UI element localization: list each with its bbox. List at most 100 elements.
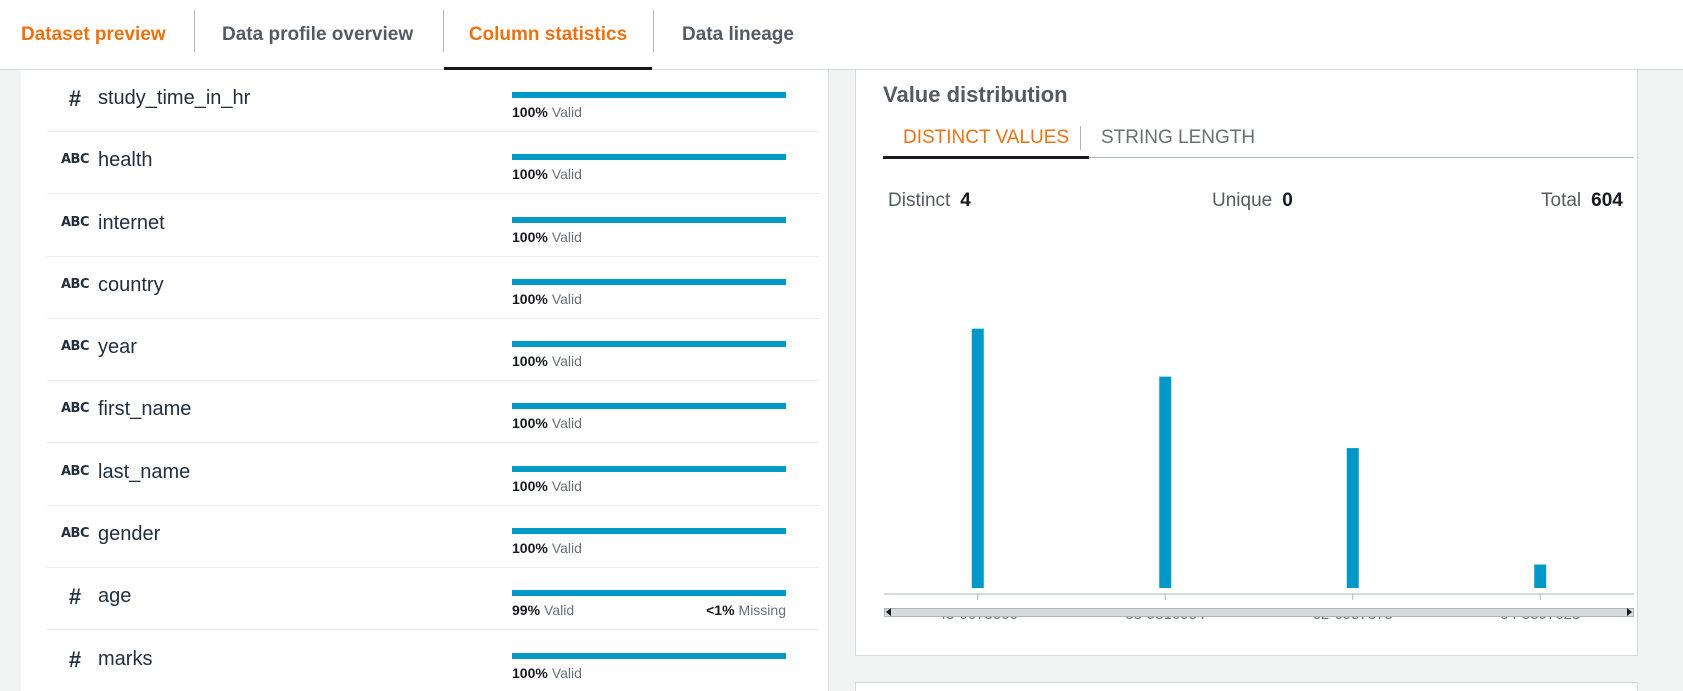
missing-summary: <1% Missing [706,602,786,618]
validity-bar-fill [512,403,786,409]
total-value: 604 [1591,190,1623,211]
column-row-health[interactable]: ABC health 100% Valid [47,132,819,194]
validity-bar [512,590,786,596]
column-row-internet[interactable]: ABC internet 100% Valid [47,195,819,257]
number-type-icon: # [68,86,82,111]
valid-percent: 99% [512,602,541,618]
validity-summary: 100% Valid [512,166,786,182]
validity-summary: 100% Valid [512,229,786,245]
number-type-icon: # [68,647,82,672]
validity-summary: 100% Valid [512,665,786,681]
validity-bar-fill [512,217,786,223]
string-type-icon: ABC [61,277,90,292]
next-card [855,682,1638,691]
column-name: internet [98,212,165,234]
page-scrollbar[interactable] [1668,70,1683,691]
bar-45-0673066[interactable] [971,328,984,588]
validity-summary: 100% Valid [512,540,786,556]
total-stat: Total 604 [1541,190,1623,212]
string-type-icon: ABC [61,526,90,541]
validity-bar-fill [512,279,786,285]
unique-stat: Unique 0 [1212,190,1293,212]
column-name: country [98,274,164,296]
number-type-icon: # [68,584,82,609]
column-name: age [98,585,132,607]
distinct-label: Distinct [888,190,951,211]
valid-percent: 100% [512,353,548,369]
tab-divider [653,10,654,52]
column-name: study_time_in_hr [98,87,251,109]
validity-bar [512,279,786,285]
valid-percent: 100% [512,540,548,556]
valid-label: Valid [551,166,582,182]
subtab-string-length[interactable]: STRING LENGTH [1101,127,1256,148]
missing-percent: <1% [706,602,735,618]
bar-04-5597628[interactable] [1534,564,1547,588]
column-name: year [98,336,137,358]
column-row-gender[interactable]: ABC gender 100% Valid [47,506,819,568]
scroll-left-arrow-icon[interactable] [886,608,891,616]
validity-bar-fill [512,466,786,472]
scroll-right-arrow-icon[interactable] [1627,608,1632,616]
validity-bar-fill [512,653,786,659]
valid-label: Valid [544,602,575,618]
distinct-stat: Distinct 4 [888,190,971,212]
validity-bar [512,341,786,347]
bar-02-6957378[interactable] [1346,448,1359,588]
string-type-icon: ABC [61,401,90,416]
column-row-last-name[interactable]: ABC last_name 100% Valid [47,444,819,506]
top-tab-bar: Dataset preview Data profile overview Co… [0,0,1683,70]
valid-percent: 100% [512,665,548,681]
validity-bar [512,92,786,98]
valid-percent: 100% [512,291,548,307]
valid-percent: 100% [512,104,548,120]
validity-bar [512,653,786,659]
value-distribution-title: Value distribution [883,82,1068,107]
tab-divider [194,10,195,52]
column-row-first-name[interactable]: ABC first_name 100% Valid [47,381,819,443]
column-name: health [98,149,153,171]
column-row-age[interactable]: # age 99% Valid <1% Missing [47,568,819,630]
distinct-values-chart: 45-067306633-951695402-695737804-5597628 [884,328,1634,623]
distinct-value: 4 [960,190,971,211]
column-row-study-time-in-hr[interactable]: # study_time_in_hr 100% Valid [47,70,819,132]
valid-label: Valid [551,229,582,245]
valid-percent: 100% [512,166,548,182]
bar-33-9516954[interactable] [1159,376,1172,588]
tab-data-lineage[interactable]: Data lineage [682,24,794,45]
validity-bar-fill [512,92,786,98]
tab-dataset-preview[interactable]: Dataset preview [21,24,166,45]
column-row-country[interactable]: ABC country 100% Valid [47,257,819,319]
column-name: last_name [98,461,191,483]
valid-percent: 100% [512,478,548,494]
column-name: marks [98,648,153,670]
subtab-divider [1080,126,1081,150]
column-name: first_name [98,398,192,420]
validity-bar [512,528,786,534]
validity-summary: 100% Valid [512,415,786,431]
valid-label: Valid [551,291,582,307]
tab-data-profile-overview[interactable]: Data profile overview [222,24,414,45]
validity-bar-fill [512,528,786,534]
total-label: Total [1541,190,1582,211]
missing-label: Missing [738,602,786,618]
chart-horizontal-scrollbar[interactable] [884,608,1634,617]
valid-percent: 100% [512,229,548,245]
validity-summary: 99% Valid <1% Missing [512,602,786,618]
unique-label: Unique [1212,190,1273,211]
valid-label: Valid [551,415,582,431]
valid-label: Valid [551,104,582,120]
valid-label: Valid [551,665,582,681]
validity-bar [512,466,786,472]
tab-column-statistics[interactable]: Column statistics [444,0,652,70]
string-type-icon: ABC [61,464,90,479]
subtab-distinct-values[interactable]: DISTINCT VALUES [883,118,1090,159]
column-row-year[interactable]: ABC year 100% Valid [47,319,819,381]
valid-percent: 100% [512,415,548,431]
column-row-marks[interactable]: # marks 100% Valid [47,631,819,691]
validity-bar-fill [512,154,786,160]
validity-bar [512,217,786,223]
unique-value: 0 [1282,190,1293,211]
valid-label: Valid [551,353,582,369]
valid-label: Valid [551,540,582,556]
